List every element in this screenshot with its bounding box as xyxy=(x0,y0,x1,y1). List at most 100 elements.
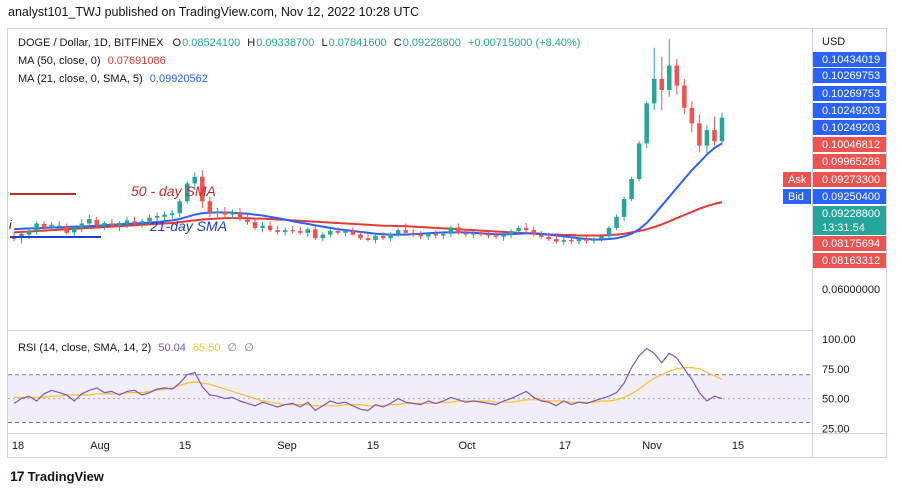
price-tag-bg xyxy=(813,206,886,221)
price-axis-label: 0.10269753 xyxy=(822,88,880,100)
candle-body xyxy=(252,222,258,228)
candle-body xyxy=(629,179,634,200)
candle-body xyxy=(508,231,514,235)
price-tag-bg xyxy=(813,253,886,268)
x-tick-label: Nov xyxy=(642,440,662,452)
candle-body xyxy=(380,235,386,239)
candle-body xyxy=(546,236,552,240)
candle-body xyxy=(139,221,145,224)
candle-body xyxy=(365,238,371,240)
candle-body xyxy=(169,213,175,216)
candle-body xyxy=(689,107,695,124)
candle-body xyxy=(26,231,32,235)
price-axis-label: 0.10269753 xyxy=(822,70,880,82)
candle-body xyxy=(636,143,642,179)
candle-body xyxy=(215,211,220,214)
price-tag-bg xyxy=(813,220,886,235)
candle-body xyxy=(358,234,363,239)
candle-body xyxy=(576,239,582,242)
candle-body xyxy=(373,235,378,240)
price-tag-bg xyxy=(813,68,886,83)
candle-body xyxy=(200,176,205,202)
x-tick-label: 15 xyxy=(179,440,191,452)
candle-body xyxy=(433,233,439,236)
candle-body xyxy=(418,234,423,237)
price-axis-label: 0.10249203 xyxy=(822,122,880,134)
price-tag-bg xyxy=(813,189,886,204)
candle-body xyxy=(230,212,235,215)
price-tag-bg xyxy=(813,103,886,118)
ma50-value: 0.07691086 xyxy=(107,55,166,67)
candle-body xyxy=(94,219,100,226)
ma50-legend[interactable]: MA (50, close, 0) 0.07691086 xyxy=(18,55,166,67)
price-tag-bg xyxy=(813,120,886,135)
ma21-legend[interactable]: MA (21, close, 0, SMA, 5) 0.09920562 xyxy=(18,73,208,85)
candle-body xyxy=(606,227,612,237)
candle-body xyxy=(275,230,280,232)
low-value: 0.07841600 xyxy=(328,37,387,49)
candle-body xyxy=(523,227,529,231)
rsi-label: RSI (14, close, SMA, 14, 2) xyxy=(18,342,152,354)
candle-body xyxy=(237,212,243,220)
open-label: O xyxy=(172,37,182,49)
price-axis-label: 0.08175694 xyxy=(822,238,880,250)
candle-body xyxy=(667,65,672,91)
candle-body xyxy=(410,232,416,235)
tradingview-logo-icon: 17 xyxy=(10,468,25,484)
open-value: 0.08524100 xyxy=(182,37,241,49)
rsi-legend[interactable]: RSI (14, close, SMA, 14, 2) 50.04 65.50 … xyxy=(18,341,254,354)
rsi-axis-label: 100.00 xyxy=(822,334,856,346)
candle-body xyxy=(591,239,597,241)
candle-body xyxy=(682,85,687,108)
candle-body xyxy=(305,229,311,233)
candle-body xyxy=(56,225,62,227)
price-axis-label: 0.09228800 xyxy=(822,208,880,220)
rsi-value: 50.04 xyxy=(158,342,186,354)
candle-body xyxy=(267,225,273,231)
candle-body xyxy=(41,223,47,228)
candle-body xyxy=(403,230,408,233)
candle-body xyxy=(486,234,491,236)
annotation-stray-mark: i xyxy=(9,218,12,232)
close-value: 0.09228800 xyxy=(402,37,461,49)
candle-body xyxy=(320,234,326,239)
candle-body xyxy=(335,231,341,233)
candle-body xyxy=(117,223,122,226)
symbol-label: DOGE / Dollar, 1D, BITFINEX xyxy=(18,37,164,49)
candle-body xyxy=(87,219,92,224)
candle-body xyxy=(154,215,160,218)
candle-body xyxy=(147,217,152,222)
candle-body xyxy=(493,235,499,237)
price-tag-bg xyxy=(813,52,886,67)
ma21-value: 0.09920562 xyxy=(149,73,208,85)
candle-body xyxy=(260,225,265,228)
candle-body xyxy=(561,239,567,242)
candle-body xyxy=(719,117,725,142)
price-tag-bg xyxy=(813,154,886,169)
x-tick-label: Aug xyxy=(90,440,110,452)
annotation-sma50: 50 - day SMA xyxy=(131,183,216,199)
chart-frame xyxy=(7,28,887,458)
ma21-label: MA (21, close, 0, SMA, 5) xyxy=(18,73,143,85)
ask-tag-bg xyxy=(783,172,811,187)
candle-body xyxy=(584,239,589,241)
candle-body xyxy=(644,103,649,144)
x-tick-label: 17 xyxy=(559,440,571,452)
candle-body xyxy=(49,224,54,228)
candle-body xyxy=(448,227,454,234)
price-axis-label: 0.08163312 xyxy=(822,255,880,267)
candle-body xyxy=(71,227,77,233)
ma21-line xyxy=(13,142,723,241)
rsi-axis-label: 50.00 xyxy=(822,394,850,406)
tradingview-brand[interactable]: 17 TradingView xyxy=(10,468,104,484)
rsi-ma-line xyxy=(14,367,723,407)
candle-body xyxy=(697,123,702,146)
candle-body xyxy=(34,223,39,232)
candle-body xyxy=(501,234,506,237)
candle-body xyxy=(651,78,657,104)
empty-symbol-2: ∅ xyxy=(244,342,254,354)
price-tag-bg xyxy=(813,236,886,251)
low-label: L xyxy=(321,37,328,49)
ma50-line xyxy=(13,201,723,237)
